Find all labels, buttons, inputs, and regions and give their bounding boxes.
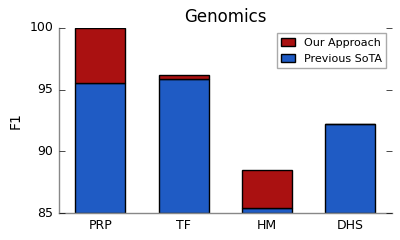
Bar — [242, 208, 292, 213]
Legend: Our Approach, Previous SoTA: Our Approach, Previous SoTA — [277, 33, 386, 68]
Bar — [242, 170, 292, 208]
Bar — [75, 84, 125, 213]
Y-axis label: F1: F1 — [8, 112, 22, 129]
Bar — [325, 124, 375, 213]
Bar — [158, 75, 208, 78]
Title: Genomics: Genomics — [184, 8, 266, 26]
Bar — [75, 28, 125, 84]
Bar — [158, 78, 208, 213]
